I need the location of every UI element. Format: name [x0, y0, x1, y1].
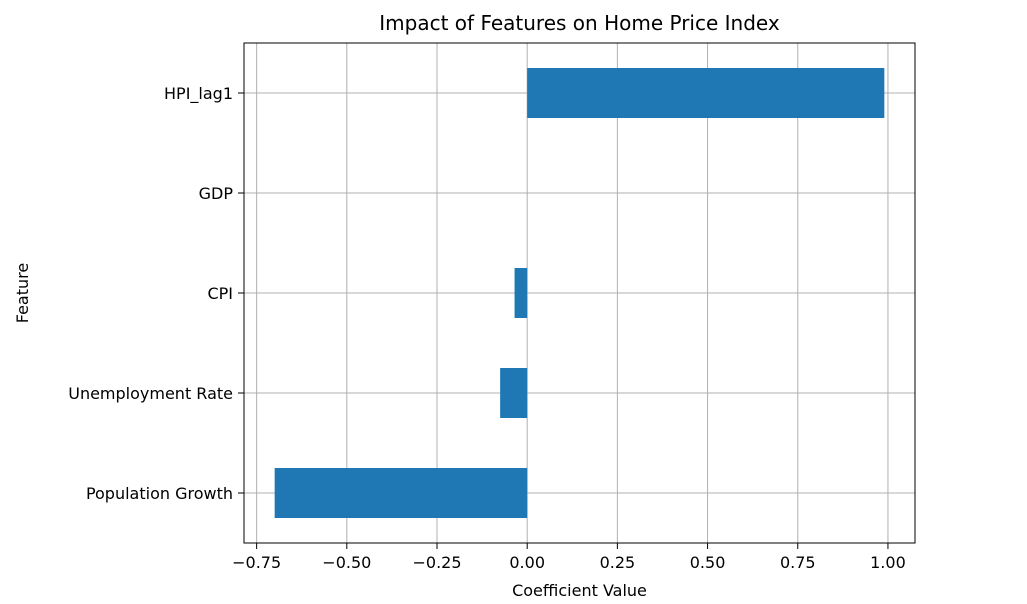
- x-tick-label: −0.25: [412, 553, 461, 572]
- x-tick-label: −0.50: [322, 553, 371, 572]
- x-tick-label: 0.00: [509, 553, 545, 572]
- bar-unemployment-rate: [500, 368, 528, 418]
- x-ticks: −0.75 −0.50 −0.25 0.00 0.25 0.50 0.75 1.00: [232, 543, 906, 572]
- bar-hpi-lag1: [527, 68, 885, 118]
- x-tick-label: 0.50: [690, 553, 726, 572]
- y-tick-label: GDP: [199, 184, 234, 203]
- x-tick-label: 0.75: [780, 553, 816, 572]
- x-tick-label: −0.75: [232, 553, 281, 572]
- y-tick-label: HPI_lag1: [164, 84, 233, 104]
- x-axis-label: Coefficient Value: [512, 581, 647, 600]
- y-tick-label: CPI: [207, 284, 233, 303]
- y-tick-label: Unemployment Rate: [68, 384, 233, 403]
- bars: [274, 68, 885, 518]
- bar-population-growth: [274, 468, 528, 518]
- y-axis-label: Feature: [13, 263, 32, 323]
- x-tick-label: 1.00: [870, 553, 906, 572]
- y-tick-label: Population Growth: [86, 484, 233, 503]
- x-tick-label: 0.25: [600, 553, 636, 572]
- y-ticks: Population Growth Unemployment Rate CPI GDP…: [68, 84, 244, 503]
- bar-cpi: [514, 268, 528, 318]
- chart-title: Impact of Features on Home Price Index: [379, 11, 780, 35]
